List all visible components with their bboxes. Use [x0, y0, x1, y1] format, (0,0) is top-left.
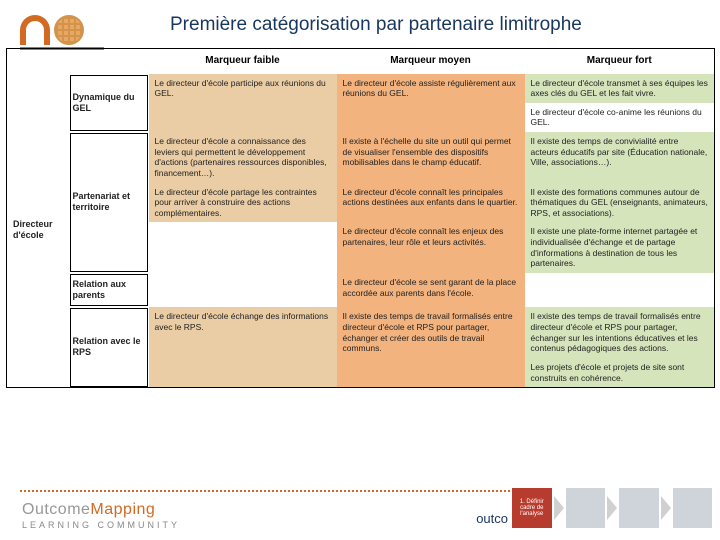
- process-mini-diagram: 1. Définir cadre de l'analyse: [512, 482, 712, 534]
- cat-rps: Relation avec le RPS: [69, 307, 149, 387]
- mini-step-3: [619, 488, 659, 528]
- page-title: Première catégorisation par partenaire l…: [170, 14, 582, 36]
- table-row: Partenariat et territoire Le directeur d…: [7, 132, 715, 183]
- mini-step-2: [566, 488, 606, 528]
- chevron-right-icon: [607, 496, 617, 520]
- cat-part: Partenariat et territoire: [69, 132, 149, 273]
- cell-part-moyen1: Il existe à l'échelle du site un outil q…: [337, 132, 525, 183]
- col-header-moyen: Marqueur moyen: [337, 49, 525, 74]
- marker-table: Marqueur faible Marqueur moyen Marqueur …: [6, 48, 715, 388]
- footer-outc-fragment: outco: [476, 511, 508, 526]
- cat-gel: Dynamique du GEL: [69, 74, 149, 133]
- col-header-faible: Marqueur faible: [149, 49, 337, 74]
- rowgroup-label: Directeur d'école: [7, 74, 69, 388]
- table-header-row: Marqueur faible Marqueur moyen Marqueur …: [7, 49, 715, 74]
- cell-par-moyen: Le directeur d'école se sent garant de l…: [337, 273, 525, 308]
- footer-brand: OutcomeMapping LEARNING COMMUNITY: [22, 501, 180, 530]
- footer-learning-community: LEARNING COMMUNITY: [22, 520, 180, 530]
- table-row: Relation avec le RPS Le directeur d'écol…: [7, 307, 715, 358]
- chevron-right-icon: [554, 496, 564, 520]
- cell-rps-faible: Le directeur d'école échange des informa…: [149, 307, 337, 387]
- table-row: Directeur d'école Dynamique du GEL Le di…: [7, 74, 715, 103]
- footer-outcome: Outcome: [22, 501, 90, 518]
- cell-rps-fort1: Il existe des temps de travail formalisé…: [525, 307, 715, 358]
- cell-gel-fort1: Le directeur d'école transmet à ses équi…: [525, 74, 715, 103]
- mini-step-4: [673, 488, 713, 528]
- footer-mapping: Mapping: [90, 501, 155, 518]
- cell-part-faible1: Le directeur d'école a connaissance des …: [149, 132, 337, 183]
- col-header-fort: Marqueur fort: [525, 49, 715, 74]
- logo-arc: [20, 15, 50, 45]
- brand-logo: [20, 8, 104, 50]
- cell-gel-moyen: Le directeur d'école assiste régulièreme…: [337, 74, 525, 133]
- logo-globe: [54, 15, 84, 45]
- chevron-right-icon: [661, 496, 671, 520]
- cell-part-fort2: Il existe des formations communes autour…: [525, 183, 715, 223]
- cell-part-fort1: Il existe des temps de convivialité entr…: [525, 132, 715, 183]
- table-row: Relation aux parents Le directeur d'écol…: [7, 273, 715, 308]
- cell-gel-fort2: Le directeur d'école co-anime les réunio…: [525, 103, 715, 132]
- cat-parents: Relation aux parents: [69, 273, 149, 308]
- divider: [20, 490, 510, 492]
- cell-part-moyen2: Le directeur d'école connaît les princip…: [337, 183, 525, 223]
- cell-part-faible2: Le directeur d'école partage les contrai…: [149, 183, 337, 223]
- cell-rps-fort2: Les projets d'école et projets de site s…: [525, 358, 715, 388]
- cell-part-moyen3: Le directeur d'école connaît les enjeux …: [337, 222, 525, 273]
- mini-step-1: 1. Définir cadre de l'analyse: [512, 488, 552, 528]
- cell-rps-moyen: Il existe des temps de travail formalisé…: [337, 307, 525, 387]
- cell-part-fort3: Il existe une plate-forme internet parta…: [525, 222, 715, 273]
- cell-gel-faible: Le directeur d'école participe aux réuni…: [149, 74, 337, 133]
